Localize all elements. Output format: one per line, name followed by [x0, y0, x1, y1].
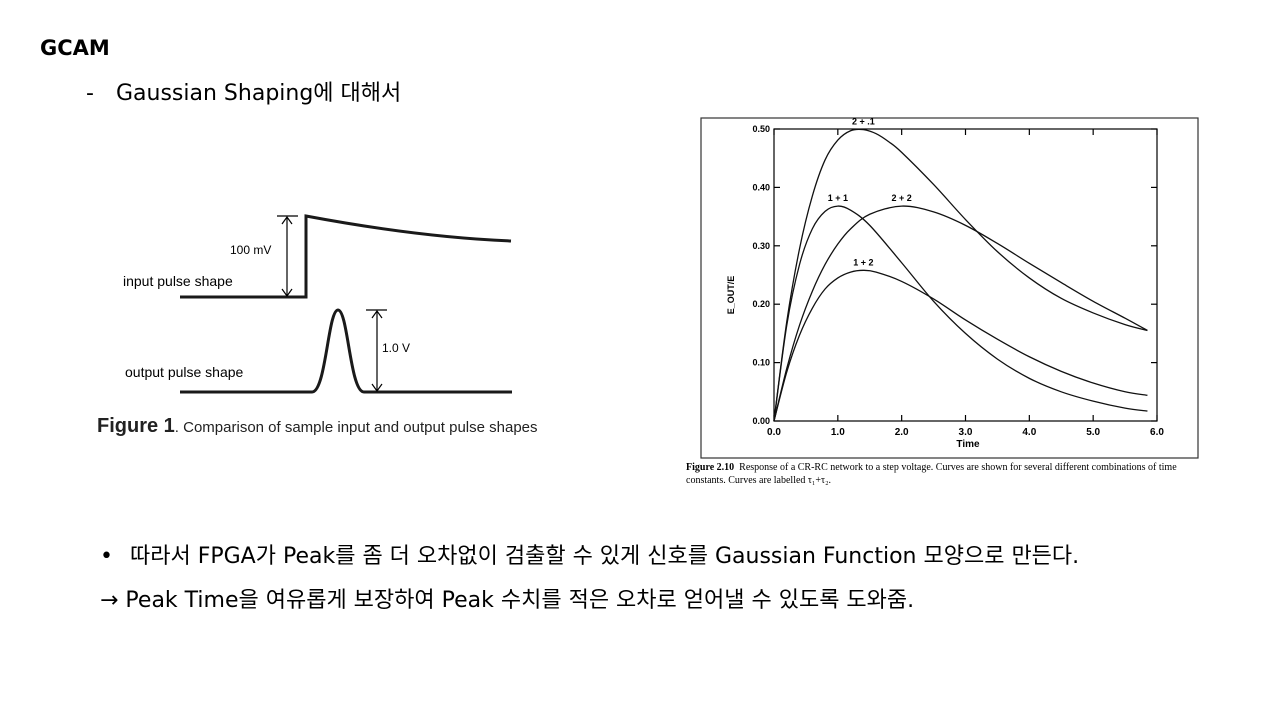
bullet-1: • 따라서 FPGA가 Peak를 좀 더 오차없이 검출할 수 있게 신호를 G…: [100, 538, 1079, 570]
figure-2-10-caption-bold: Figure 2.10: [686, 462, 735, 473]
slide-subtitle: Gaussian Shaping에 대해서: [116, 81, 402, 106]
y-tick-label: 0.10: [752, 358, 770, 368]
x-tick-label: 4.0: [1022, 427, 1036, 438]
output-pulse-line: [180, 308, 512, 394]
series-line: [773, 205, 1148, 422]
slide-subtitle-line: - Gaussian Shaping에 대해서: [86, 75, 401, 107]
input-pulse-label: input pulse shape: [123, 273, 233, 289]
subtitle-dash: -: [86, 81, 94, 106]
figure-2-10-chart: 0.0 1.0 2.0 3.0 4.0 5.0 6.0 0.00 0.10 0.20 0.30 0.4…: [700, 117, 1200, 460]
y-tick-label: 0.50: [752, 124, 770, 134]
bullet-1-text: 따라서 FPGA가 Peak를 좀 더 오차없이 검출할 수 있게 신호를 Ga…: [130, 544, 1080, 569]
figure-1-caption-text: . Comparison of sample input and output …: [175, 419, 538, 436]
figure-1: 100 mV input pulse shape 1.0 V output pu…: [90, 200, 610, 450]
chart-border: [700, 117, 1199, 459]
input-amp-arrowhead-down: [281, 288, 293, 298]
input-pulse-line: [180, 214, 512, 299]
x-tick-label: 6.0: [1150, 427, 1164, 438]
series-label: 1 + 1: [828, 193, 848, 203]
figure-1-caption-bold: Figure 1: [97, 415, 175, 437]
input-amplitude-label: 100 mV: [230, 243, 271, 257]
x-tick-label: 5.0: [1086, 427, 1100, 438]
x-tick-label: 1.0: [831, 427, 845, 438]
x-tick-label: 3.0: [959, 427, 973, 438]
series-label: 2 + .1: [852, 117, 875, 127]
series-line: [773, 205, 1148, 422]
series-line: [773, 269, 1148, 422]
output-pulse-label: output pulse shape: [125, 364, 244, 380]
bullet-dot: •: [100, 544, 113, 569]
output-amp-arrowhead-down: [371, 383, 383, 393]
series-label: 1 + 2: [853, 257, 873, 267]
bullet-2-text: → Peak Time을 여유롭게 보장하여 Peak 수치를 적은 오차로 얻…: [100, 588, 915, 613]
y-tick-label: 0.00: [752, 416, 770, 426]
series-label: 2 + 2: [892, 193, 912, 203]
series-line: [773, 128, 1148, 422]
input-amp-arrowhead-up: [281, 215, 293, 225]
x-tick-label: 2.0: [895, 427, 909, 438]
figure-2-10-caption: Figure 2.10 Response of a CR-RC network …: [686, 461, 1206, 487]
y-axis-label: E_OUT/E: [726, 276, 736, 315]
output-amp-arrowhead-up: [371, 309, 383, 319]
slide-title: GCAM: [40, 36, 110, 60]
figure-1-caption: Figure 1. Comparison of sample input and…: [97, 415, 538, 437]
y-tick-label: 0.40: [752, 182, 770, 192]
output-amplitude-label: 1.0 V: [382, 341, 410, 355]
x-tick-label: 0.0: [767, 427, 781, 438]
figure-2-10-caption-text: Response of a CR-RC network to a step vo…: [686, 462, 1177, 486]
x-axis-label: Time: [956, 439, 980, 450]
y-tick-label: 0.30: [752, 241, 770, 251]
y-tick-label: 0.20: [752, 299, 770, 309]
